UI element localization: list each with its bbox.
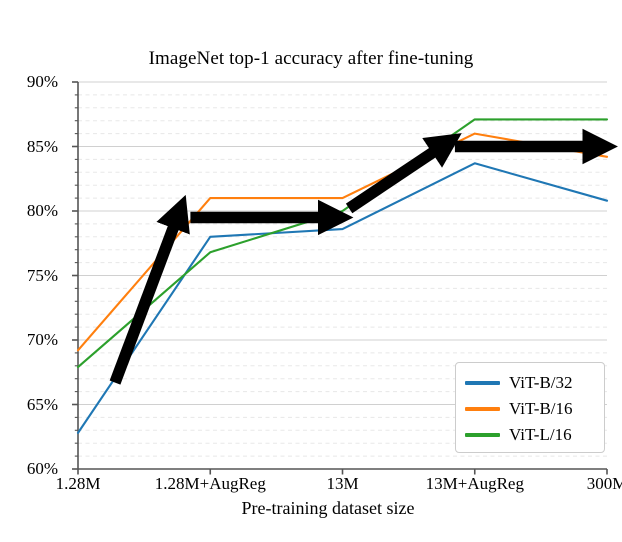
y-tick-label: 65% (26, 394, 58, 414)
y-tick-label: 60% (26, 459, 58, 478)
x-tick-label: 1.28M+AugReg (154, 474, 266, 493)
y-tick-label: 90% (26, 72, 58, 91)
y-tick-label: 70% (26, 330, 58, 349)
y-tick-label: 80% (26, 201, 58, 220)
x-tick-label: 13M (326, 474, 359, 493)
x-tick-label: 13M+AugReg (425, 474, 524, 493)
arrow-rising-1 (109, 194, 190, 385)
legend-label: ViT-B/32 (509, 373, 573, 392)
y-tick-label: 85% (26, 136, 58, 156)
arrow-rising-2 (345, 133, 462, 214)
legend-color-swatch (465, 381, 500, 385)
legend-item[interactable]: ViT-L/16 (456, 422, 606, 448)
legend-item[interactable]: ViT-B/32 (456, 370, 606, 396)
chart-title: ImageNet top-1 accuracy after fine-tunin… (148, 48, 474, 69)
axis-tick-marks (72, 81, 608, 475)
x-axis-title: Pre-training dataset size (241, 498, 415, 518)
y-tick-label: 75% (26, 265, 58, 285)
legend-label: ViT-B/16 (509, 399, 573, 418)
x-tick-label: 300M (586, 474, 622, 493)
grid-lines-minor (78, 94, 607, 457)
legend-box: ViT-B/32 ViT-B/16 ViT-L/16 (455, 362, 605, 453)
grid-lines-major (78, 81, 607, 406)
legend-label: ViT-L/16 (509, 425, 572, 444)
annotation-arrows (109, 128, 618, 385)
legend-color-swatch (465, 407, 500, 411)
series-line-vit-l-16 (76, 118, 609, 369)
legend-color-swatch (465, 433, 500, 437)
x-tick-label: 1.28M (55, 474, 101, 493)
series-line-vit-b-16 (76, 132, 609, 352)
legend-item[interactable]: ViT-B/16 (456, 396, 606, 422)
y-axis-tick-labels: 60% 65% 70% 75% 80% 85% 90% (0, 0, 58, 542)
